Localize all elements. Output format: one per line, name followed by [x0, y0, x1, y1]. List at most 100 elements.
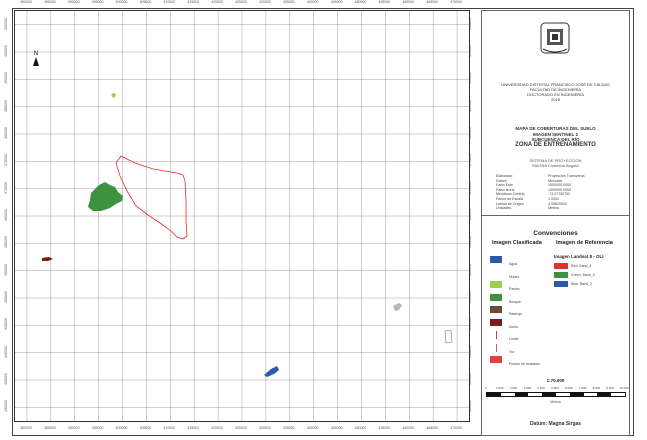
x-tick-label: 385000 [43, 426, 56, 430]
x-tick-label: 445000 [330, 426, 343, 430]
x-tick-label: 410000 [163, 426, 176, 430]
metadata-key: Latitud de Origen [496, 201, 524, 206]
metadata-key: Falso Norte [496, 187, 515, 192]
legend-label: Rastrojo [509, 312, 523, 316]
legend-swatch [490, 256, 502, 263]
scale-label: 6.000 [565, 386, 573, 390]
map-svg [15, 11, 469, 421]
scale-segment [500, 393, 515, 396]
x-tick-label: 380000 [20, 426, 32, 430]
legend-swatch [554, 263, 568, 269]
scale-segment [597, 393, 612, 396]
legend-label: Green: Band_3 [571, 273, 595, 277]
x-tick-label: 435000 [282, 0, 295, 4]
metadata-value: Proyección Transversa [548, 174, 585, 178]
legend-item: Rastrojo [490, 306, 550, 317]
metadata-row: Falso Este 1000000.0000 [496, 183, 621, 188]
scale-segment [528, 393, 543, 396]
legend-reference-item: Red: Band_4 [554, 263, 626, 270]
rastrojo-patch[interactable] [42, 257, 53, 261]
x-tick-label: 460000 [402, 0, 415, 4]
subtitle-line: SISTEMA DE PROYECCIÓN [529, 158, 582, 163]
y-tick-label: 490000 [4, 72, 8, 85]
metadata-key: Datum [496, 178, 507, 183]
legend-label: Suelo [509, 324, 518, 329]
legend-reference-list: Imagen Landsat 8 - OLI Red: Band_4 Green:… [554, 254, 626, 290]
map-title-line: MAPA DE COBERTURAS DEL SUELO [515, 126, 596, 131]
institution-line: 2018 [551, 97, 560, 102]
legend-item: Agua [490, 256, 550, 267]
legend-label: Bosque [509, 299, 521, 304]
legend-col-right-title: Imagen de Referencia [556, 240, 613, 246]
small-outline-polygon [444, 329, 453, 344]
x-tick-label: 410000 [163, 0, 176, 4]
x-tick-label: 395000 [91, 0, 104, 4]
institution-line: FACULTAD DE INGENIERÍA [529, 87, 582, 92]
legend-swatch [496, 343, 498, 352]
x-tick-label: 425000 [235, 426, 247, 430]
north-arrow-icon [33, 57, 39, 66]
legend-label: Pastos [509, 287, 520, 291]
legend-block: Convenciones Imagen Clasificada Imagen d… [482, 216, 629, 376]
map-canvas[interactable]: N [14, 10, 470, 422]
x-tick-label: 420000 [211, 0, 223, 4]
y-tick-label: 455000 [4, 263, 8, 276]
metadata-key: Falso Este [496, 183, 513, 188]
metadata-row: Elaborado Proyección Transversa [496, 174, 621, 179]
projection-subtitle: SISTEMA DE PROYECCIÓN MAGNA Colombia Bog… [482, 158, 629, 168]
scale-bar [486, 392, 626, 397]
legend-item: Nubes [490, 268, 550, 280]
legend-item: Suelo [490, 318, 550, 330]
map-title-line: ZONA DE ENTRENAMIENTO [515, 141, 596, 148]
x-tick-label: 385000 [43, 0, 56, 4]
metadata-row: Datum Mercator [496, 179, 621, 184]
y-tick-label: 435000 [4, 373, 8, 385]
metadata-value: 1000000.0000 [548, 187, 571, 192]
metadata-row: Latitud de Origen 4.59620042 [496, 202, 621, 207]
legend-col-left-title: Imagen Clasificada [492, 240, 542, 246]
legend-swatch [554, 281, 568, 287]
legend-label: Agua [509, 262, 518, 266]
y-tick-label: 475000 [4, 154, 8, 167]
x-tick-label: 405000 [139, 426, 152, 430]
scale-block: 1:70.000 0 1.000 2.000 3.000 4.000 5.000 6.000… [482, 376, 629, 435]
metadata-row: Meridiano Central -74.07750792 [496, 192, 621, 197]
y-tick-label: 470000 [4, 181, 8, 194]
metadata-value: Metros [548, 206, 559, 211]
nubes-patch[interactable] [393, 303, 402, 311]
x-tick-label: 455000 [378, 426, 391, 430]
bosque-patch[interactable] [88, 182, 123, 211]
y-tick-label: 485000 [4, 99, 8, 112]
legend-swatch [490, 293, 502, 301]
x-tick-label: 415000 [187, 0, 200, 4]
institution-line: UNIVERSIDAD DISTRITAL FRANCISCO JOSÉ DE … [501, 82, 610, 87]
metadata-key: Elaborado [496, 174, 513, 178]
x-tick-label: 430000 [259, 0, 271, 4]
x-tick-label: 450000 [354, 426, 367, 430]
area-estudio-polygon[interactable] [115, 155, 188, 240]
pasto-patch[interactable] [111, 93, 116, 98]
legend-label: Límite [509, 337, 519, 341]
legend-label: Red: Band_4 [571, 264, 592, 268]
legend-swatch [490, 268, 502, 276]
legend-panel: UNIVERSIDAD DISTRITAL FRANCISCO JOSÉ DE … [481, 10, 630, 436]
metadata-value: 1.0000 [548, 196, 559, 201]
scale-labels: 0 1.000 2.000 3.000 4.000 5.000 6.000 7.000 8.00… [485, 386, 628, 392]
x-tick-label: 435000 [282, 426, 295, 430]
scale-label: 2.000 [509, 386, 518, 390]
scale-label: 8.000 [592, 386, 601, 390]
agua-patch[interactable] [264, 366, 279, 377]
y-tick-labels-left: 500000 495000 490000 485000 480000 475000 4700… [4, 10, 13, 420]
map-title: MAPA DE COBERTURAS DEL SUELO IMAGEN SENT… [482, 126, 629, 148]
metadata-key: Meridiano Central [496, 192, 525, 197]
map-title-line: SUBCUENCA DEL RÍO [531, 137, 580, 142]
legend-item: Bosque [490, 293, 550, 305]
scale-segment [555, 393, 570, 396]
x-tick-label: 455000 [378, 0, 391, 4]
legend-reference-item: Blue: Band_2 [554, 281, 626, 288]
scale-label: 5.000 [551, 386, 559, 390]
legend-swatch [490, 356, 502, 363]
scale-segment [583, 393, 598, 396]
legend-swatch [554, 272, 568, 278]
map-title-line: IMAGEN SENTINEL 2 [532, 131, 579, 137]
